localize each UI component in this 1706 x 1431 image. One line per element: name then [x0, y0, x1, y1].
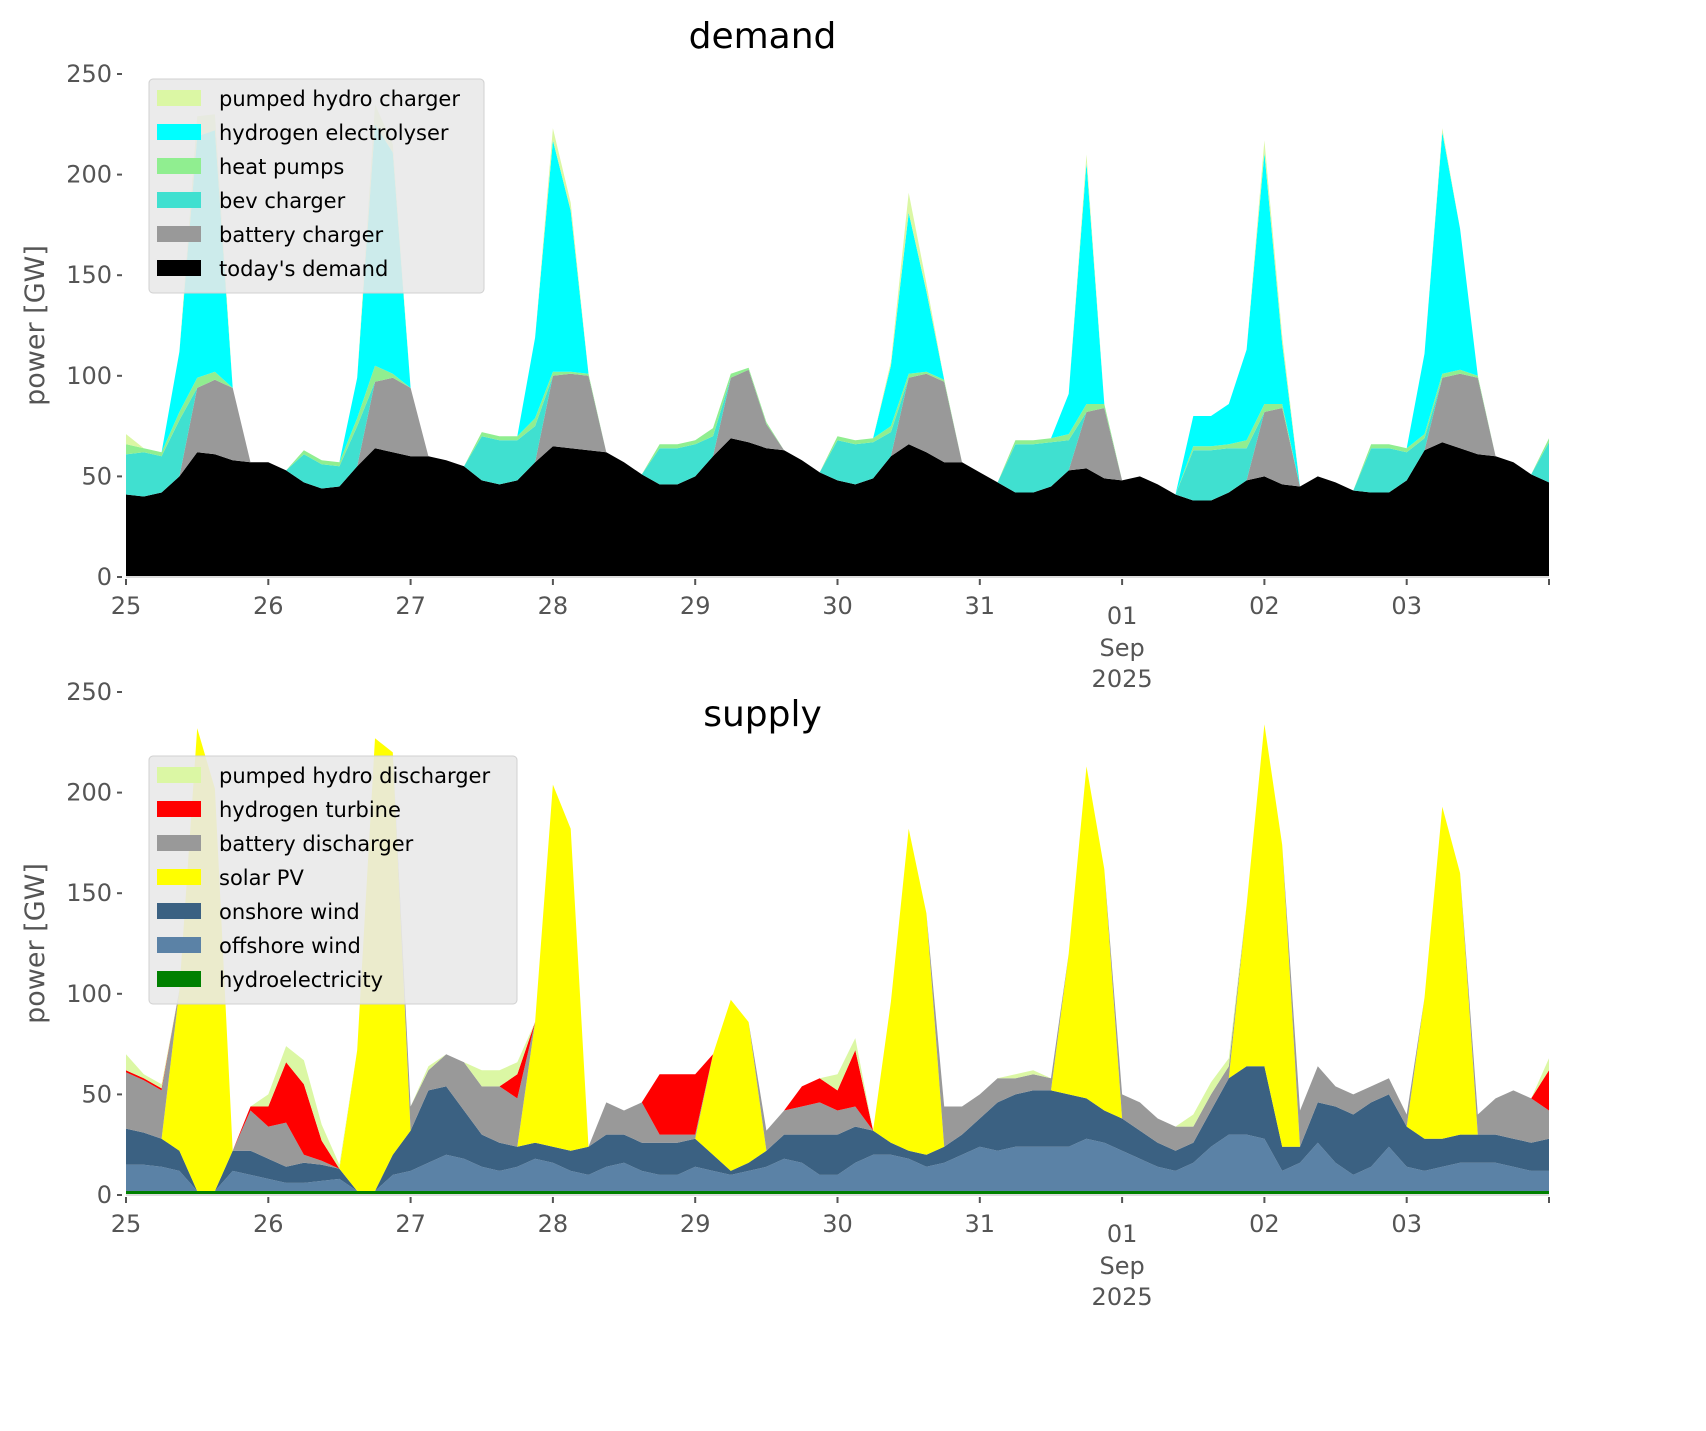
x-tick-label: 01 — [1107, 602, 1138, 630]
legend-item-bev-charger: bev charger — [157, 189, 346, 213]
legend-swatch — [157, 869, 201, 885]
legend-box — [148, 755, 518, 1005]
x-tick-label: 31 — [965, 592, 996, 620]
legend-swatch — [157, 90, 201, 106]
x-tick-label: 03 — [1391, 592, 1422, 620]
area-hydrogen-electrolyser — [126, 110, 1549, 495]
x-tick-label: 02 — [1249, 1210, 1280, 1238]
x-tick-label: 27 — [395, 1210, 426, 1238]
legend-item-battery-charger: battery charger — [157, 223, 384, 247]
x-tick-label: 25 — [111, 592, 142, 620]
area-battery-charger — [126, 369, 1549, 501]
legend-item-pumped-hydro-charger: pumped hydro charger — [157, 87, 460, 111]
legend-box — [148, 78, 485, 294]
area-onshore-wind — [126, 965, 1549, 1191]
area-bev-charger — [126, 369, 1549, 501]
y-tick-label: 200 — [66, 779, 112, 807]
x-tick-sublabel: 2025 — [1092, 665, 1153, 693]
y-tick-label: 0 — [97, 563, 112, 591]
area-pumped-hydro-discharger — [126, 724, 1549, 1169]
y-tick-label: 150 — [66, 261, 112, 289]
legend-item-hydrogen-turbine: hydrogen turbine — [157, 798, 401, 822]
legend-swatch — [157, 835, 201, 851]
legend-swatch — [157, 260, 201, 276]
demand-panel: demand power [GW] 0 50 100 150 200 250 25 26 27 28 2… — [20, 16, 1550, 693]
legend-item-solar-pv: solar PV — [157, 866, 304, 890]
x-tick-label: 02 — [1249, 592, 1280, 620]
x-tick-label: 27 — [395, 592, 426, 620]
y-tick-label: 50 — [81, 1080, 112, 1108]
y-tick-label: 50 — [81, 462, 112, 490]
area-layers — [126, 94, 1549, 577]
chart-title: supply — [703, 694, 822, 735]
x-tick-label: 30 — [822, 592, 853, 620]
legend-label: onshore wind — [219, 900, 360, 924]
legend: pumped hydro charger hydrogen electrolyse… — [148, 78, 485, 294]
y-tick-label: 100 — [66, 362, 112, 390]
y-tick-label: 250 — [66, 60, 112, 88]
y-tick-label: 0 — [97, 1181, 112, 1209]
legend-swatch — [157, 937, 201, 953]
legend-label: pumped hydro charger — [219, 87, 460, 111]
y-axis-label: power [GW] — [20, 245, 51, 406]
x-tick-label: 28 — [538, 1210, 569, 1238]
legend-item-onshore-wind: onshore wind — [157, 900, 360, 924]
x-tick-label: 26 — [253, 1210, 284, 1238]
legend-label: battery charger — [219, 223, 384, 247]
area-today-s-demand — [126, 438, 1549, 577]
legend-swatch — [157, 158, 201, 174]
legend-item-offshore-wind: offshore wind — [157, 934, 361, 958]
legend-swatch — [157, 971, 201, 987]
legend-label: pumped hydro discharger — [219, 764, 490, 788]
legend-label: heat pumps — [219, 155, 344, 179]
area-solar-pv — [126, 724, 1549, 1191]
legend-label: bev charger — [219, 189, 346, 213]
x-tick-label: 29 — [680, 592, 711, 620]
legend-label: hydrogen electrolyser — [219, 121, 449, 145]
legend-swatch — [157, 767, 201, 783]
x-tick-sublabel: Sep — [1099, 1252, 1144, 1280]
x-tick-label: 01 — [1107, 1220, 1138, 1248]
x-tick-label: 31 — [965, 1210, 996, 1238]
x-tick-label: 28 — [538, 592, 569, 620]
legend-swatch — [157, 192, 201, 208]
legend-label: hydrogen turbine — [219, 798, 401, 822]
x-tick-label: 29 — [680, 1210, 711, 1238]
x-tick-label: 03 — [1391, 1210, 1422, 1238]
y-tick-label: 250 — [66, 678, 112, 706]
x-tick-label: 25 — [111, 1210, 142, 1238]
legend-label: battery discharger — [219, 832, 414, 856]
legend-swatch — [157, 124, 201, 140]
x-tick-sublabel: Sep — [1099, 634, 1144, 662]
legend-label: hydroelectricity — [219, 968, 383, 992]
y-axis-label: power [GW] — [20, 863, 51, 1024]
legend-item-hydrogen-electrolyser: hydrogen electrolyser — [157, 121, 449, 145]
x-tick-label: 30 — [822, 1210, 853, 1238]
legend-item-battery-discharger: battery discharger — [157, 832, 414, 856]
legend-swatch — [157, 226, 201, 242]
y-tick-label: 150 — [66, 879, 112, 907]
chart-title: demand — [689, 16, 837, 57]
x-tick-sublabel: 2025 — [1092, 1283, 1153, 1311]
legend-item-today-s-demand: today's demand — [157, 257, 388, 281]
supply-panel: supply power [GW] 0 50 100 150 200 250 25 26 27 28 2… — [20, 678, 1550, 1311]
legend-label: solar PV — [219, 866, 304, 890]
area-layers — [126, 724, 1549, 1195]
legend-item-hydroelectricity: hydroelectricity — [157, 968, 383, 992]
y-tick-label: 100 — [66, 980, 112, 1008]
area-battery-discharger — [126, 724, 1549, 1169]
legend-swatch — [157, 801, 201, 817]
legend-item-pumped-hydro-discharger: pumped hydro discharger — [157, 764, 490, 788]
area-offshore-wind — [126, 1126, 1549, 1191]
legend-swatch — [157, 903, 201, 919]
legend: pumped hydro discharger hydrogen turbine b… — [148, 755, 518, 1005]
area-hydrogen-turbine — [126, 724, 1549, 1169]
legend-item-heat-pumps: heat pumps — [157, 155, 344, 179]
legend-label: today's demand — [219, 257, 388, 281]
y-tick-label: 200 — [66, 161, 112, 189]
legend-label: offshore wind — [219, 934, 361, 958]
x-tick-label: 26 — [253, 592, 284, 620]
